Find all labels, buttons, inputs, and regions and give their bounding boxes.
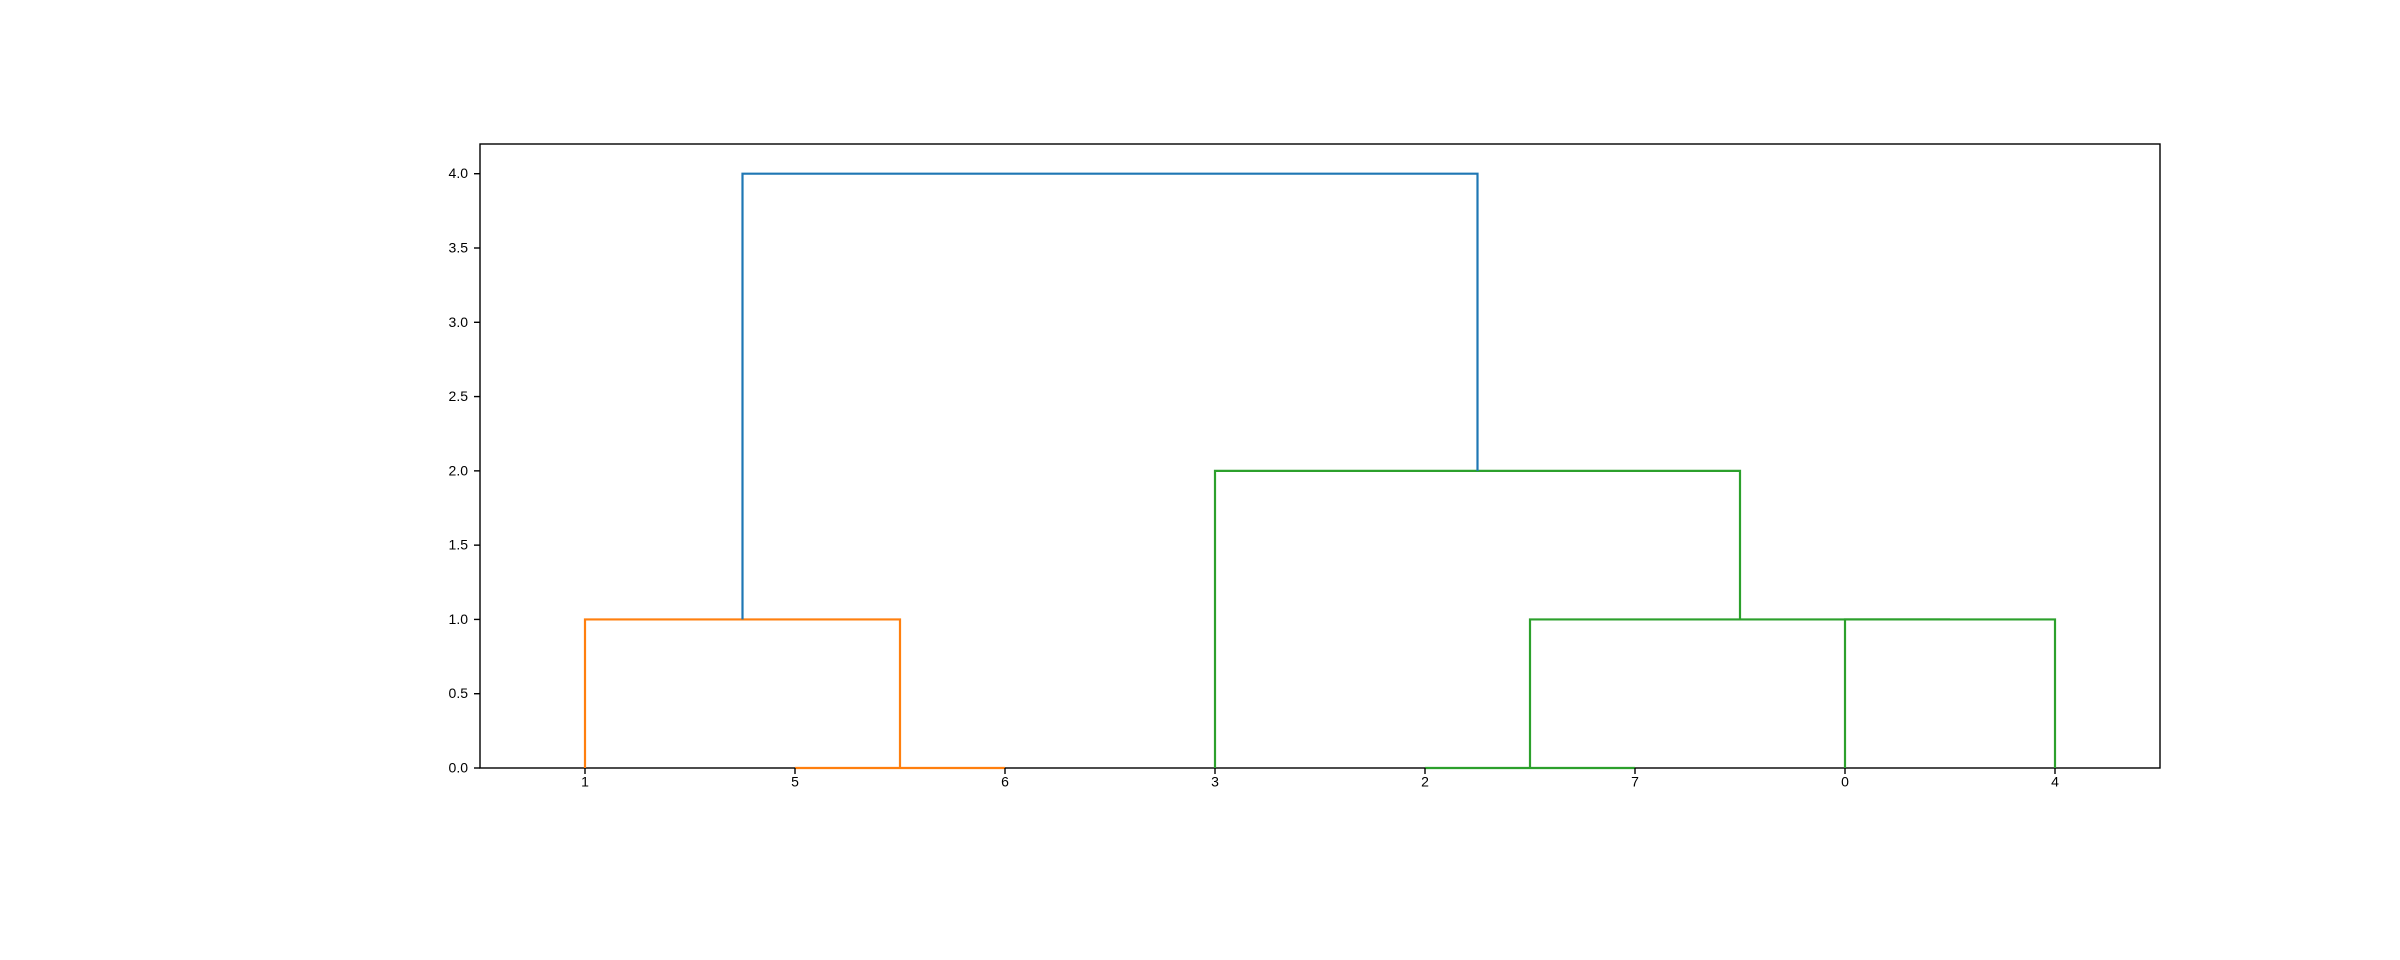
svg-text:4.0: 4.0 [449,165,469,181]
svg-text:6: 6 [1001,774,1009,790]
svg-text:7: 7 [1631,774,1639,790]
svg-text:3.5: 3.5 [449,239,469,255]
svg-text:2: 2 [1421,774,1429,790]
svg-text:5: 5 [791,774,799,790]
svg-text:0: 0 [1841,774,1849,790]
svg-text:1.0: 1.0 [449,611,469,627]
svg-text:1.5: 1.5 [449,537,469,553]
svg-text:3.0: 3.0 [449,314,469,330]
svg-text:4: 4 [2051,774,2059,790]
svg-text:2.5: 2.5 [449,388,469,404]
svg-text:2.0: 2.0 [449,462,469,478]
svg-text:3: 3 [1211,774,1219,790]
svg-text:1: 1 [581,774,589,790]
svg-text:0.0: 0.0 [449,759,469,775]
svg-text:0.5: 0.5 [449,685,469,701]
